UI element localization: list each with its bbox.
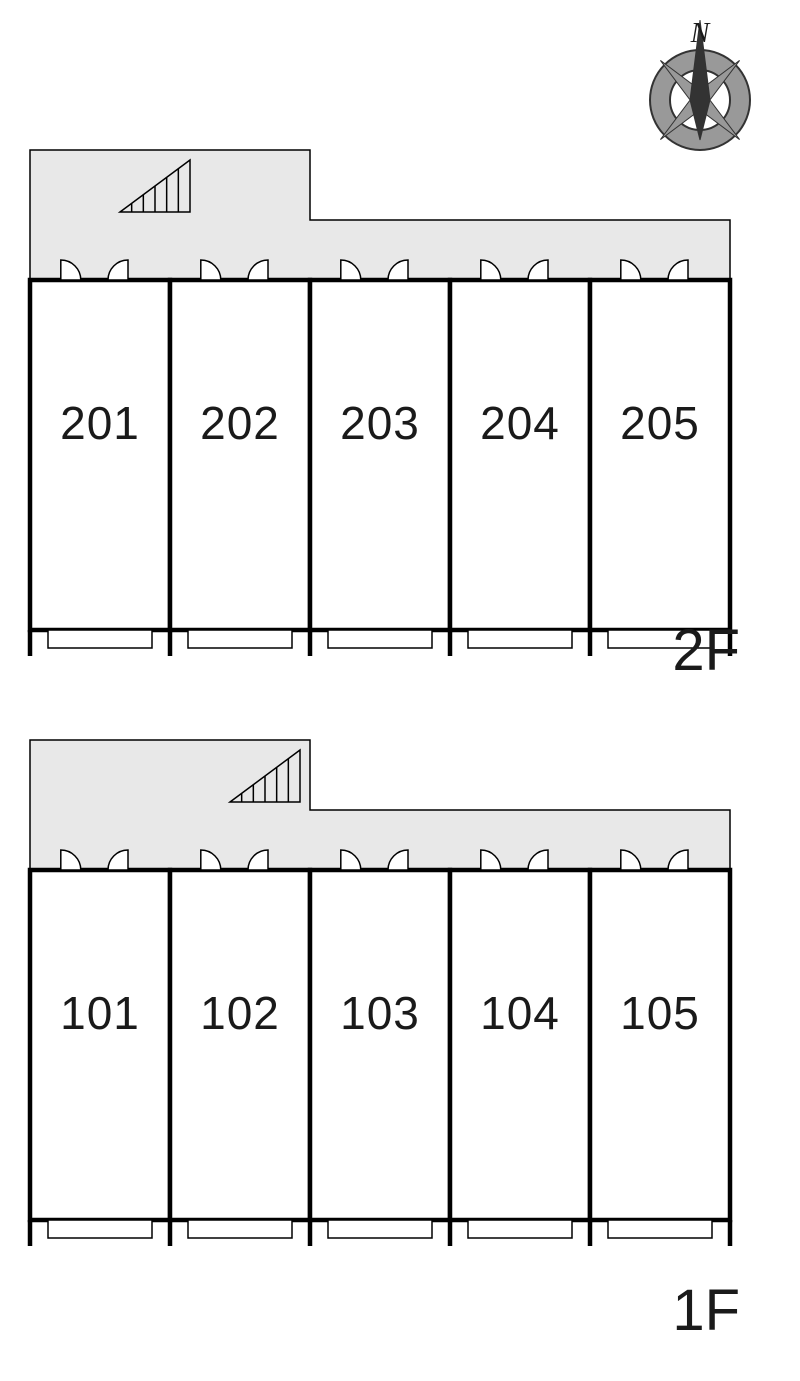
unit-205: [590, 280, 730, 630]
unit-103: [310, 870, 450, 1220]
unit-label-103: 103: [340, 987, 420, 1039]
unit-label-204: 204: [480, 397, 560, 449]
unit-201: [30, 280, 170, 630]
unit-102: [170, 870, 310, 1220]
unit-203: [310, 280, 450, 630]
floor-label-2F: 2F: [672, 618, 740, 683]
balcony-202: [188, 630, 292, 648]
unit-104: [450, 870, 590, 1220]
unit-label-202: 202: [200, 397, 280, 449]
floor-label-1F: 1F: [672, 1278, 740, 1343]
floor-2F: 201 202 203 204 205 2F: [30, 150, 740, 683]
unit-label-203: 203: [340, 397, 420, 449]
unit-label-205: 205: [620, 397, 700, 449]
balcony-103: [328, 1220, 432, 1238]
unit-label-105: 105: [620, 987, 700, 1039]
compass-n-label: N: [690, 18, 711, 49]
balcony-105: [608, 1220, 712, 1238]
compass-icon: N: [650, 18, 750, 150]
unit-105: [590, 870, 730, 1220]
unit-204: [450, 280, 590, 630]
balcony-204: [468, 630, 572, 648]
unit-label-102: 102: [200, 987, 280, 1039]
floor-plan-diagram: N 201 202 203 204 205 2F 101 102 103 104 105 1F: [0, 0, 800, 1381]
balcony-203: [328, 630, 432, 648]
unit-202: [170, 280, 310, 630]
unit-label-104: 104: [480, 987, 560, 1039]
balcony-101: [48, 1220, 152, 1238]
balcony-104: [468, 1220, 572, 1238]
unit-101: [30, 870, 170, 1220]
unit-label-201: 201: [60, 397, 140, 449]
floor-1F: 101 102 103 104 105 1F: [30, 740, 740, 1343]
unit-label-101: 101: [60, 987, 140, 1039]
balcony-102: [188, 1220, 292, 1238]
balcony-201: [48, 630, 152, 648]
